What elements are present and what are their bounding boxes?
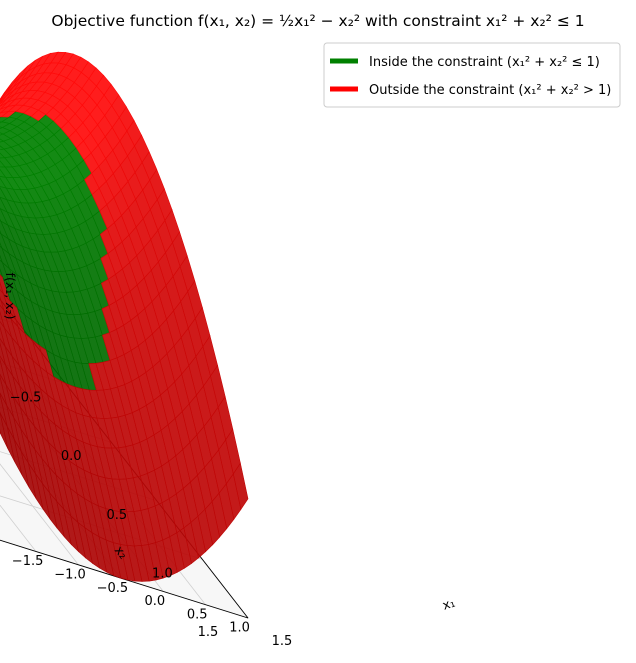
y-tick-label: 0.0 bbox=[61, 449, 82, 464]
x-tick-label: 0.5 bbox=[187, 607, 208, 622]
x-tick-label: −1.0 bbox=[54, 568, 86, 583]
surface-patch-outside bbox=[225, 473, 242, 521]
tick-labels: −1.5−1.0−0.50.00.51.01.5−1.5−1.0−0.50.00… bbox=[10, 391, 293, 649]
x-tick-label: 0.0 bbox=[144, 594, 165, 609]
y-tick-label: 1.0 bbox=[152, 566, 173, 581]
legend-label-outside: Outside the constraint (x₁² + x₂² > 1) bbox=[369, 83, 611, 98]
x-tick-label: 1.0 bbox=[229, 621, 250, 636]
legend: Inside the constraint (x₁² + x₂² ≤ 1) Ou… bbox=[323, 42, 621, 108]
surface-plot bbox=[0, 51, 249, 582]
y-tick-label: 0.5 bbox=[106, 508, 127, 523]
legend-box bbox=[323, 42, 621, 108]
x-axis-label: x₁ bbox=[440, 595, 456, 613]
z-axis-label: f(x₁, x₂) bbox=[3, 273, 18, 320]
x-tick-label: −0.5 bbox=[97, 581, 129, 596]
chart-title: Objective function f(x₁, x₂) = ½x₁² − x₂… bbox=[51, 12, 584, 30]
x-tick-label: 1.5 bbox=[272, 634, 293, 649]
y-tick-label: 1.5 bbox=[198, 625, 219, 640]
x-tick-label: −1.5 bbox=[12, 554, 44, 569]
legend-label-inside: Inside the constraint (x₁² + x₂² ≤ 1) bbox=[369, 55, 600, 70]
y-tick-label: −0.5 bbox=[10, 391, 42, 406]
